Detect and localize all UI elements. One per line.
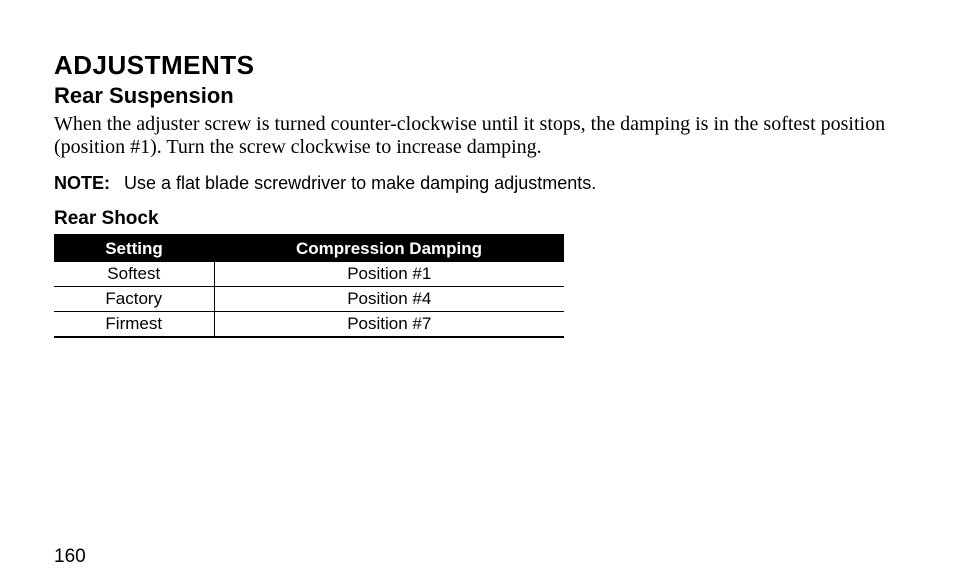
section-subtitle: Rear Suspension	[54, 83, 900, 109]
page-number: 160	[54, 546, 86, 568]
cell-damping: Position #1	[214, 262, 564, 287]
note-label: NOTE:	[54, 173, 110, 193]
table-header-setting: Setting	[54, 235, 214, 262]
cell-setting: Firmest	[54, 312, 214, 338]
cell-setting: Factory	[54, 287, 214, 312]
cell-damping: Position #7	[214, 312, 564, 338]
table-row: Factory Position #4	[54, 287, 564, 312]
page-title: ADJUSTMENTS	[54, 50, 900, 81]
table-header-row: Setting Compression Damping	[54, 235, 564, 262]
cell-setting: Softest	[54, 262, 214, 287]
note-text: Use a flat blade screwdriver to make dam…	[124, 173, 596, 193]
damping-table: Setting Compression Damping Softest Posi…	[54, 234, 564, 338]
table-section-title: Rear Shock	[54, 208, 900, 230]
manual-page: ADJUSTMENTS Rear Suspension When the adj…	[0, 0, 954, 338]
table-row: Firmest Position #7	[54, 312, 564, 338]
body-paragraph: When the adjuster screw is turned counte…	[54, 113, 900, 159]
table-row: Softest Position #1	[54, 262, 564, 287]
cell-damping: Position #4	[214, 287, 564, 312]
table-header-damping: Compression Damping	[214, 235, 564, 262]
note-line: NOTE: Use a flat blade screwdriver to mak…	[54, 173, 900, 194]
